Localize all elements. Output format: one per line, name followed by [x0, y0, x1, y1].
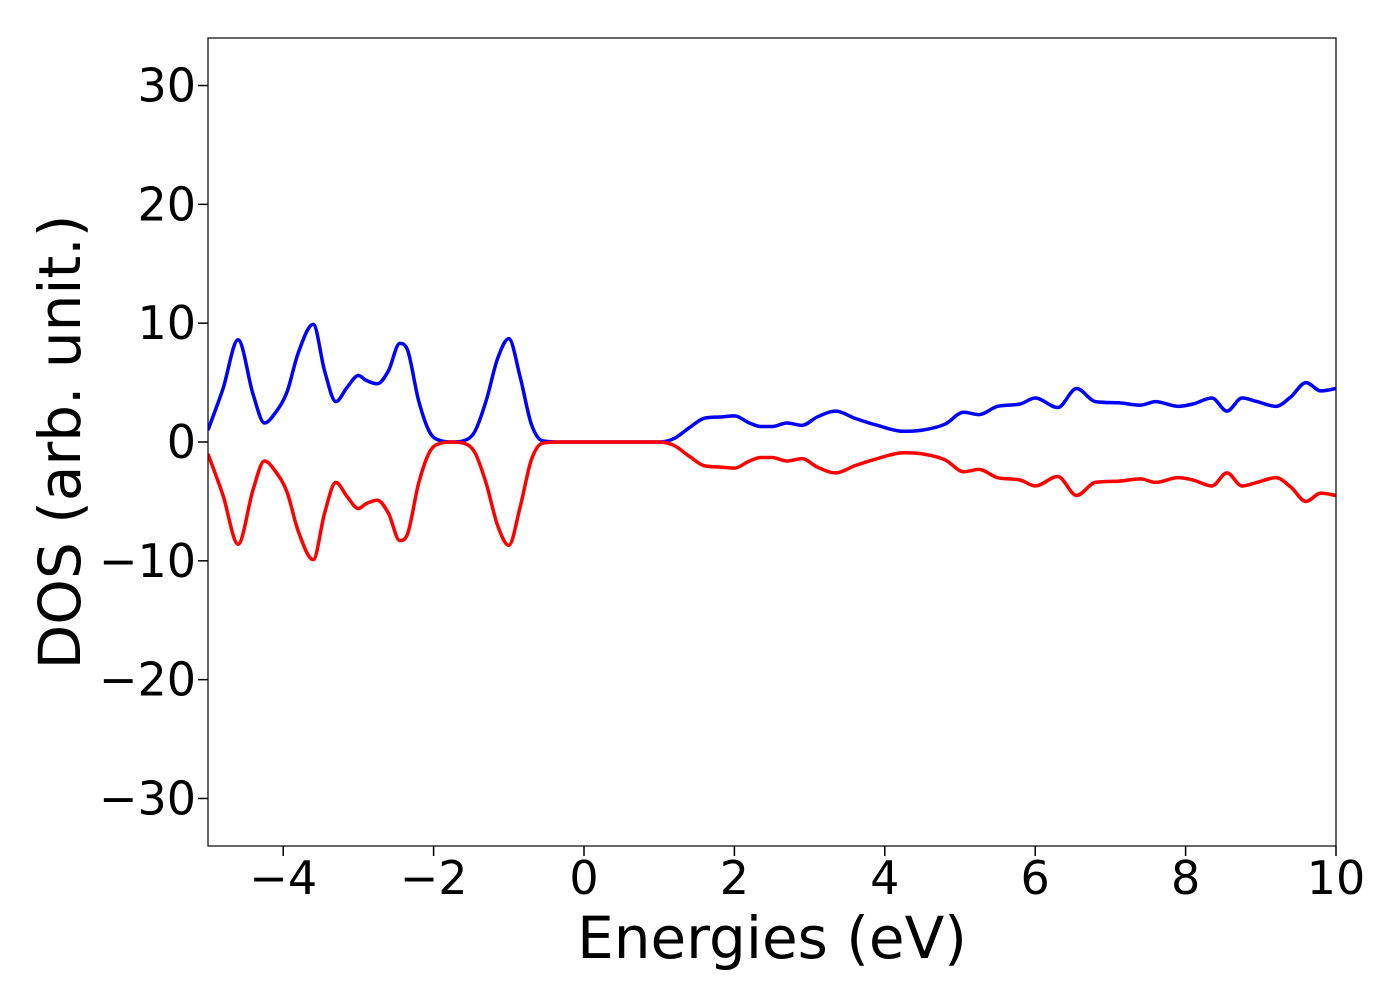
y-tick-label: −30	[99, 771, 196, 825]
x-tick-label: 2	[720, 851, 749, 905]
y-axis-label: DOS (arb. unit.)	[26, 215, 94, 670]
x-tick-label: −2	[400, 851, 468, 905]
x-tick-label: −4	[249, 851, 317, 905]
series-line-spin-down	[208, 440, 1336, 562]
y-tick-label: −10	[99, 534, 196, 588]
x-tick-label: 4	[870, 851, 899, 905]
x-axis-ticks: −4 −2 0 2 4 6 8 10	[249, 846, 1365, 905]
x-tick-label: 6	[1021, 851, 1050, 905]
x-tick-label: 8	[1171, 851, 1200, 905]
x-tick-label: 10	[1307, 851, 1366, 905]
y-axis-ticks: 30 20 10 0 −10 −20 −30	[99, 59, 208, 825]
series-line-spin-up	[208, 322, 1336, 444]
y-tick-label: 0	[167, 415, 196, 469]
y-tick-label: −20	[99, 653, 196, 707]
y-tick-label: 30	[137, 59, 196, 113]
x-tick-label: 0	[569, 851, 598, 905]
y-tick-label: 20	[137, 177, 196, 231]
x-axis-label: Energies (eV)	[577, 904, 967, 972]
y-tick-label: 10	[137, 296, 196, 350]
series-layer	[208, 322, 1336, 562]
